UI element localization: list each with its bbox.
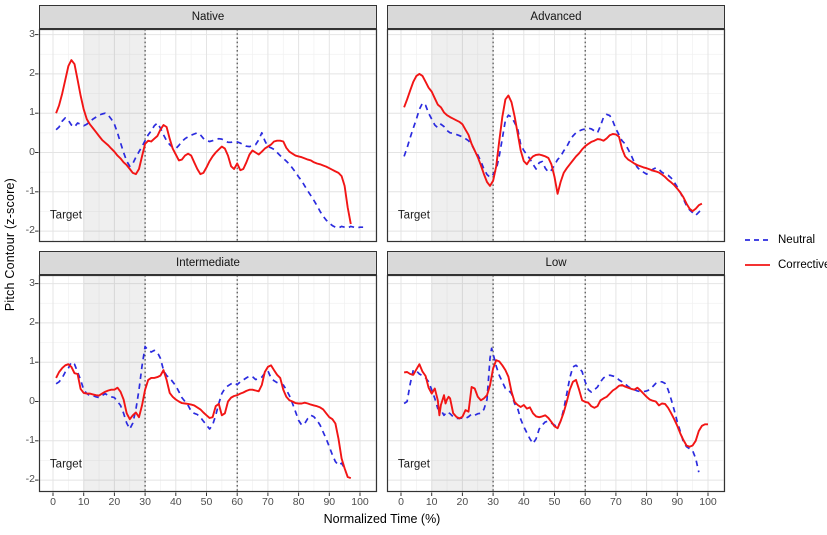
- facet-plot-native: Target: [35, 28, 378, 243]
- panel-background: [39, 275, 377, 492]
- facet-strip-intermediate: Intermediate: [39, 251, 377, 275]
- panel-border: [38, 28, 378, 243]
- panel-border: [386, 28, 726, 243]
- axis-ticks: [400, 492, 709, 496]
- axis-tick-label: 20: [108, 496, 121, 508]
- facet-strip-label: Advanced: [530, 11, 582, 23]
- facet-strip-label: Intermediate: [176, 257, 240, 269]
- grid-minor: [39, 29, 377, 242]
- axis-tick-label: 0: [29, 394, 35, 407]
- target-shaded-band: [431, 275, 494, 492]
- axis-tick-label: 50: [200, 496, 213, 508]
- x-axis-title: Normalized Time (%): [323, 512, 441, 526]
- axis-tick-label: -2: [25, 473, 35, 486]
- axis-tick-label: 80: [292, 496, 305, 508]
- target-shaded-band: [83, 29, 146, 242]
- axis-tick-label: 80: [640, 496, 653, 508]
- axis-tick-label: 60: [231, 496, 244, 508]
- axis-tick-label: 20: [456, 496, 469, 508]
- panel-background: [39, 29, 377, 242]
- neutral-line: [55, 345, 346, 469]
- axis-tick-label: 30: [139, 496, 151, 508]
- axis-tick-label: 0: [50, 496, 56, 508]
- axis-tick-label: 90: [671, 496, 684, 508]
- facet-plot-intermediate: Target: [35, 274, 378, 496]
- axis-tick-label: 70: [262, 496, 274, 508]
- legend-item-label: Corrective: [778, 259, 827, 271]
- axis-tick-label: 70: [610, 496, 622, 508]
- corrective-line: [403, 359, 708, 448]
- legend-item-corrective: Corrective: [744, 259, 827, 271]
- grid-minor: [387, 275, 725, 492]
- corrective-line: [403, 72, 703, 213]
- facet-strip-label: Low: [545, 257, 567, 269]
- facet-strip-advanced: Advanced: [387, 5, 725, 29]
- axis-tick-label: 60: [579, 496, 592, 508]
- axis-tick-label: 100: [699, 496, 717, 508]
- axis-tick-label: 50: [548, 496, 561, 508]
- target-annotation: Target: [398, 210, 431, 222]
- corrective-line: [55, 59, 352, 225]
- y-axis-title: Pitch Contour (z-score): [3, 178, 17, 312]
- axis-tick-label: 100: [351, 496, 369, 508]
- target-shaded-band: [431, 29, 494, 242]
- legend: Neutral Corrective: [744, 234, 827, 271]
- target-annotation: Target: [398, 459, 431, 471]
- neutral-line: [55, 112, 364, 229]
- axis-tick-label: -1: [25, 433, 35, 446]
- target-annotation: Target: [50, 459, 83, 471]
- axis-tick-label: 0: [29, 145, 35, 158]
- axis-ticks: [35, 34, 39, 232]
- axis-tick-label: 2: [29, 66, 35, 79]
- panel-border: [38, 274, 378, 493]
- target-annotation: Target: [50, 210, 83, 222]
- panel-background: [387, 29, 725, 242]
- legend-item-neutral: Neutral: [744, 234, 827, 246]
- axis-tick-label: 30: [487, 496, 499, 508]
- grid-major: [387, 275, 725, 492]
- axis-tick-label: 10: [425, 496, 438, 508]
- facet-strip-label: Native: [191, 11, 225, 23]
- axis-tick-label: 3: [29, 276, 35, 289]
- axis-ticks: [35, 283, 361, 496]
- facet-strip-low: Low: [387, 251, 725, 275]
- axis-tick-label: 40: [169, 496, 182, 508]
- corrective-line: [55, 363, 352, 479]
- axis-tick-label: -2: [25, 224, 35, 237]
- axis-tick-label: 1: [29, 355, 35, 368]
- axis-tick-label: 0: [398, 496, 404, 508]
- grid-major: [39, 275, 377, 492]
- legend-key-solid-line-icon: [745, 264, 770, 266]
- legend-key-dashed-line-icon: [745, 239, 770, 241]
- facet-strip-native: Native: [39, 5, 377, 29]
- axis-tick-label: 90: [323, 496, 336, 508]
- target-shaded-band: [83, 275, 146, 492]
- facet-plot-low: Target: [386, 274, 726, 496]
- grid-minor: [387, 29, 725, 242]
- panel-border: [386, 274, 726, 493]
- axis-tick-label: 40: [517, 496, 530, 508]
- legend-item-label: Neutral: [778, 234, 816, 246]
- axis-tick-label: 1: [29, 106, 35, 119]
- axis-tick-label: 3: [29, 27, 35, 40]
- grid-minor: [39, 275, 377, 492]
- axis-tick-label: 10: [77, 496, 90, 508]
- facet-plot-advanced: Target: [386, 28, 726, 243]
- panel-background: [387, 275, 725, 492]
- axis-tick-label: 2: [29, 315, 35, 328]
- axis-tick-label: -1: [25, 184, 35, 197]
